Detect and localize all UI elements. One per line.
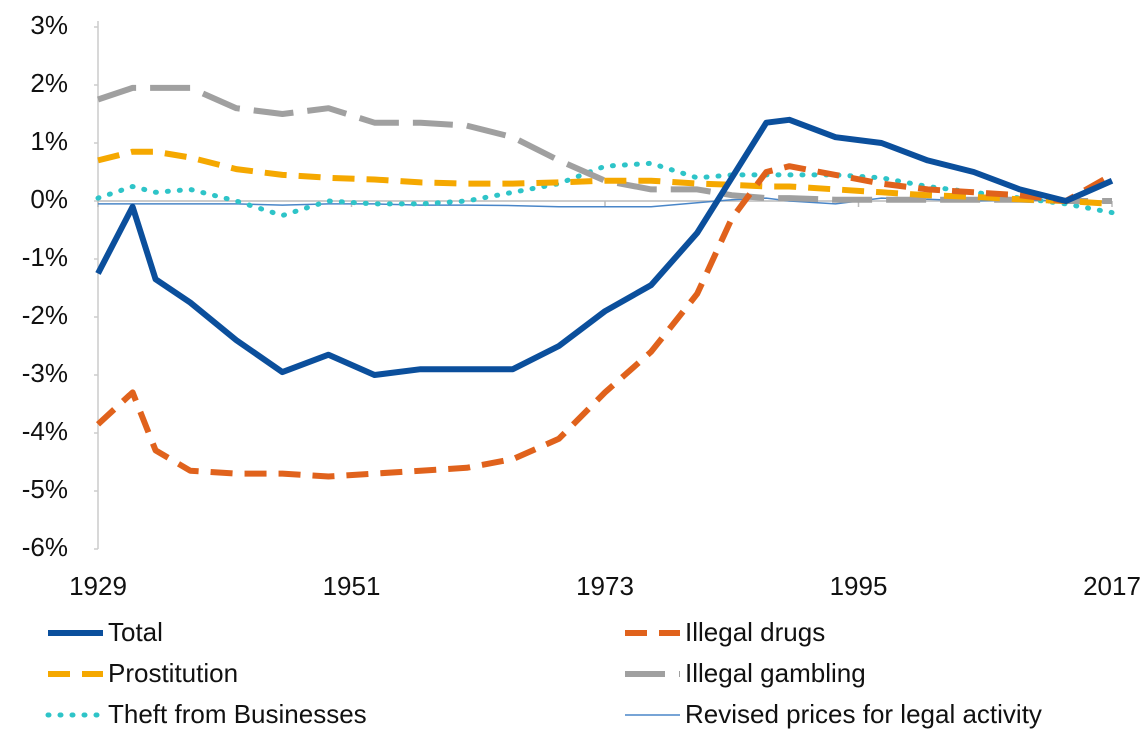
y-tick-label: -4% xyxy=(22,416,68,446)
y-tick-label: 2% xyxy=(30,68,68,98)
legend-label: Revised prices for legal activity xyxy=(685,699,1042,729)
x-tick-label: 1951 xyxy=(323,571,381,601)
y-tick-label: -3% xyxy=(22,358,68,388)
y-tick-label: -5% xyxy=(22,474,68,504)
y-tick-label: -2% xyxy=(22,300,68,330)
series-line xyxy=(95,163,1114,480)
y-tick-label: 0% xyxy=(30,184,68,214)
y-tick-label: 3% xyxy=(30,10,68,40)
legend-label: Illegal gambling xyxy=(685,658,866,688)
series-line xyxy=(97,84,1112,204)
series-line xyxy=(97,148,1113,207)
legend-label: Total xyxy=(108,617,163,647)
legend-label: Prostitution xyxy=(108,658,238,688)
series-line xyxy=(95,160,1115,218)
y-tick-label: -1% xyxy=(22,242,68,272)
x-tick-label: 2017 xyxy=(1083,571,1141,601)
legend-label: Theft from Businesses xyxy=(108,699,367,729)
y-tick-label: 1% xyxy=(30,126,68,156)
series-line xyxy=(95,116,1114,378)
series-line xyxy=(98,197,1113,208)
legend-label: Illegal drugs xyxy=(685,617,825,647)
x-tick-label: 1929 xyxy=(69,571,127,601)
x-tick-label: 1973 xyxy=(576,571,634,601)
x-tick-label: 1995 xyxy=(830,571,888,601)
y-tick-label: -6% xyxy=(22,532,68,562)
